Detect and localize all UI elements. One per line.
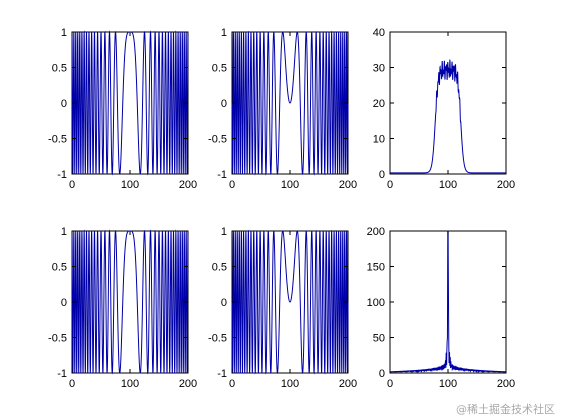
subplot-1: 10.50-0.5-10 100 200	[48, 27, 197, 191]
x-tick-label: 200	[179, 179, 197, 191]
x-tick-label: 100	[281, 378, 299, 390]
y-tick-label: 1	[221, 226, 227, 238]
y-tick-label: -0.5	[208, 134, 227, 146]
x-tick-label: 100	[121, 378, 139, 390]
x-tick-label: 0	[387, 179, 393, 191]
y-tick-label: 200	[367, 226, 385, 238]
x-tick-label: 100	[281, 179, 299, 191]
y-tick-label: 0	[379, 169, 385, 181]
axes-box	[389, 31, 507, 175]
y-tick-label: 1	[61, 226, 67, 238]
y-tick-label: 0	[221, 98, 227, 110]
y-tick-label: 100	[367, 297, 385, 309]
x-tick-label: 200	[497, 378, 515, 390]
series-line	[231, 229, 349, 375]
subplot-2: 10.50-0.5-10 100 200	[208, 27, 357, 191]
x-tick-label: 0	[69, 179, 75, 191]
x-tick-label: 200	[179, 378, 197, 390]
y-tick-label: -0.5	[48, 134, 67, 146]
y-tick-label: 1	[221, 27, 227, 39]
x-tick-label: 200	[339, 378, 357, 390]
subplot-4: 10.50-0.5-10 100 200	[48, 226, 197, 390]
y-tick-label: 0	[61, 297, 67, 309]
y-tick-label: 0.5	[212, 63, 227, 75]
y-tick-label: 50	[373, 333, 385, 345]
subplot-5: 10.50-0.5-10 100 200	[208, 226, 357, 390]
x-tick-label: 100	[439, 378, 457, 390]
y-tick-label: 0	[221, 297, 227, 309]
y-tick-label: -0.5	[208, 333, 227, 345]
x-tick-label: 0	[69, 378, 75, 390]
y-tick-label: 0.5	[52, 262, 67, 274]
y-tick-label: -1	[217, 368, 227, 380]
series-line	[231, 30, 349, 176]
x-tick-label: 0	[387, 378, 393, 390]
y-tick-label: -1	[57, 169, 67, 181]
y-tick-label: -1	[57, 368, 67, 380]
y-tick-label: 0	[379, 368, 385, 380]
x-tick-label: 0	[229, 378, 235, 390]
x-tick-label: 200	[339, 179, 357, 191]
y-tick-label: -1	[217, 169, 227, 181]
series-line	[390, 59, 506, 174]
x-tick-label: 100	[439, 179, 457, 191]
y-tick-label: 10	[373, 134, 385, 146]
y-tick-label: 30	[373, 63, 385, 75]
y-tick-label: 0	[61, 98, 67, 110]
x-tick-label: 200	[497, 179, 515, 191]
y-tick-label: 1	[61, 27, 67, 39]
y-tick-label: 150	[367, 262, 385, 274]
x-tick-label: 100	[121, 179, 139, 191]
y-tick-label: 0.5	[212, 262, 227, 274]
y-tick-label: 40	[373, 27, 385, 39]
x-tick-label: 0	[229, 179, 235, 191]
y-tick-label: 0.5	[52, 63, 67, 75]
y-tick-label: -0.5	[48, 333, 67, 345]
watermark-text: @稀土掘金技术社区	[456, 403, 555, 416]
subplot-6: 200 150 100 50 00 100 200	[367, 226, 516, 390]
y-tick-label: 20	[373, 98, 385, 110]
